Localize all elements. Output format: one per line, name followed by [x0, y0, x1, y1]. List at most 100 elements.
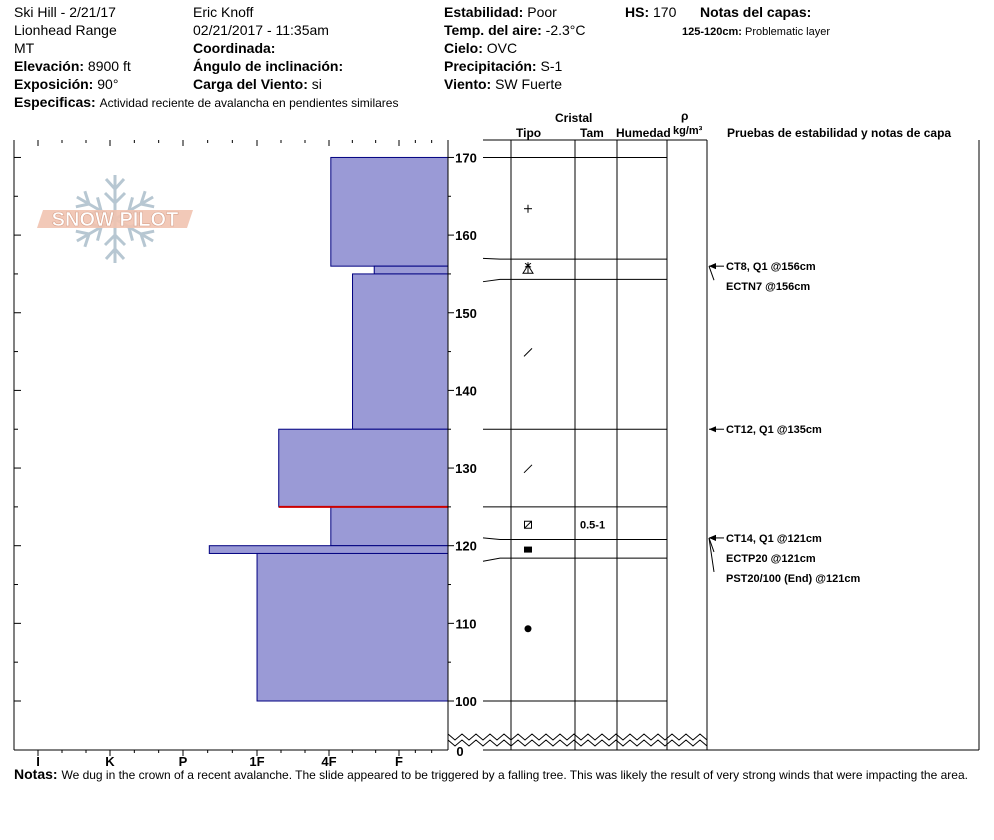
hardness-tick-label: K — [105, 754, 115, 769]
depth-axis-ticks: 100 110 120 130 140 150 160 170 0 — [448, 150, 477, 759]
moisture-header: Humedad — [616, 126, 671, 140]
layer-note-range: 125-120cm: — [682, 26, 742, 38]
elevation-label: Elevación: — [14, 58, 85, 74]
size-header: Tam — [580, 126, 604, 140]
hardness-tick-label: F — [395, 754, 403, 769]
boundary-connector — [482, 278, 511, 283]
observer-name: Eric Knoff — [193, 4, 254, 20]
wind-load-row: Carga del Viento: si — [193, 76, 322, 92]
type-header: Tipo — [516, 126, 542, 140]
wind-label: Viento: — [444, 76, 492, 92]
air-temp-value: -2.3°C — [545, 22, 586, 38]
exposure-value: 90° — [97, 76, 119, 92]
hs-value: 170 — [653, 4, 677, 20]
depth-label: 130 — [455, 461, 477, 476]
test-arrow-icon — [709, 426, 716, 433]
air-temp-label: Temp. del aire: — [444, 22, 542, 38]
hardness-axis-ticks: I K P 1F 4F F — [36, 750, 433, 769]
layer-note-text: Problematic layer — [745, 26, 830, 38]
layer-notes-label: Notas del capas: — [700, 4, 812, 20]
elevation-row: Elevación: 8900 ft — [14, 58, 131, 74]
grain-size-label: 0.5-1 — [580, 520, 605, 532]
depth-label: 100 — [455, 694, 477, 709]
precip-label: Precipitación: — [444, 58, 537, 74]
depth-label: 140 — [455, 383, 477, 398]
depth-label: 160 — [455, 228, 477, 243]
specifics-row: Especificas: Actividad reciente de avala… — [14, 94, 398, 111]
snowpilot-logo: SNOW PILOT — [37, 175, 193, 263]
precip-row: Precipitación: S-1 — [444, 58, 562, 74]
specifics-label: Especificas: — [14, 94, 96, 110]
rho-header: ρ — [681, 109, 689, 123]
wind-load-label: Carga del Viento: — [193, 76, 308, 92]
stability-row: Estabilidad: Poor — [444, 4, 557, 20]
facet-filled-square — [524, 546, 532, 553]
notes-row: Notas: We dug in the crown of a recent a… — [14, 766, 968, 783]
exposure-label: Exposición: — [14, 76, 94, 92]
depth-label: 150 — [455, 306, 477, 321]
hardness-tick-label: 4F — [321, 754, 336, 769]
air-temp-row: Temp. del aire: -2.3°C — [444, 22, 586, 38]
elevation-value: 8900 ft — [87, 58, 131, 74]
logo-text: SNOW PILOT — [52, 209, 179, 231]
hardness-layer-0 — [330, 156, 449, 267]
slash-line — [523, 347, 533, 357]
facet-diagonal — [524, 520, 532, 529]
stability-test-label: CT12, Q1 @135cm — [726, 424, 822, 436]
crystal-symbols: 0.5-1 — [522, 204, 605, 633]
sky-value: OVC — [486, 40, 518, 56]
sky-row: Cielo: OVC — [444, 40, 517, 56]
boundary-connector — [482, 537, 511, 540]
rounded-dot — [524, 625, 532, 633]
notes-value: We dug in the crown of a recent avalanch… — [61, 768, 968, 782]
depth-label: 120 — [455, 539, 477, 554]
hardness-top-ticks — [37, 140, 433, 146]
density-unit-header: kg/m³ — [673, 125, 703, 137]
stability-test-label: PST20/100 (End) @121cm — [726, 573, 860, 585]
exposure-row: Exposición: 90° — [14, 76, 118, 92]
hardness-tick-label: P — [179, 754, 188, 769]
wind-value: SW Fuerte — [495, 76, 562, 92]
layer-boundaries — [482, 156, 667, 702]
stability-test-label: ECTN7 @156cm — [726, 281, 810, 293]
specifics-value: Actividad reciente de avalancha en pendi… — [99, 96, 399, 110]
sky-label: Cielo: — [444, 40, 483, 56]
range-name: Lionhead Range — [14, 22, 117, 38]
test-leader-line — [708, 537, 715, 573]
boundary-connector — [482, 257, 511, 260]
hardness-layer-5 — [208, 545, 449, 554]
stability-test-label: CT8, Q1 @156cm — [726, 261, 816, 273]
tests-header: Pruebas de estabilidad y notas de capa — [727, 126, 952, 140]
coordinate-label: Coordinada: — [193, 40, 276, 56]
crystal-/-icon — [523, 347, 533, 357]
hardness-layer-3 — [278, 428, 449, 508]
location-title: Ski Hill - 2/21/17 — [14, 4, 116, 20]
hardness-left-ticks — [14, 156, 21, 702]
hardness-layers — [208, 156, 449, 702]
layer-grid — [483, 139, 980, 751]
state-name: MT — [14, 40, 35, 56]
crystal-header: Cristal — [555, 111, 593, 125]
crystal-rounded-icon — [524, 625, 532, 633]
crystal-+-icon — [524, 204, 532, 213]
precip-value: S-1 — [540, 58, 563, 74]
test-leader-line — [708, 265, 715, 281]
hardness-tick-label: I — [36, 754, 40, 769]
crystal-faceted-icon — [524, 546, 532, 553]
crystal-/-icon — [523, 464, 533, 474]
stability-test-label: ECTP20 @121cm — [726, 553, 816, 565]
slash-line — [523, 464, 533, 474]
hardness-layer-2 — [352, 273, 449, 430]
test-arrow-icon — [709, 263, 716, 270]
hardness-layer-1 — [373, 265, 449, 275]
facet-square — [524, 520, 532, 529]
hs-row: HS: 170 — [625, 4, 676, 20]
depth-label-zero: 0 — [456, 744, 463, 759]
logo-banner — [37, 210, 193, 228]
stability-tests: CT14, Q1 @121cm ECTP20 @121cm PST20/100 (E… — [708, 261, 860, 585]
wind-load-value: si — [311, 76, 322, 92]
boundary-connector — [482, 557, 511, 562]
crystal-surface-hoar-icon — [522, 262, 534, 274]
stability-test-label: CT14, Q1 @121cm — [726, 533, 822, 545]
hardness-tick-label: 1F — [249, 754, 264, 769]
